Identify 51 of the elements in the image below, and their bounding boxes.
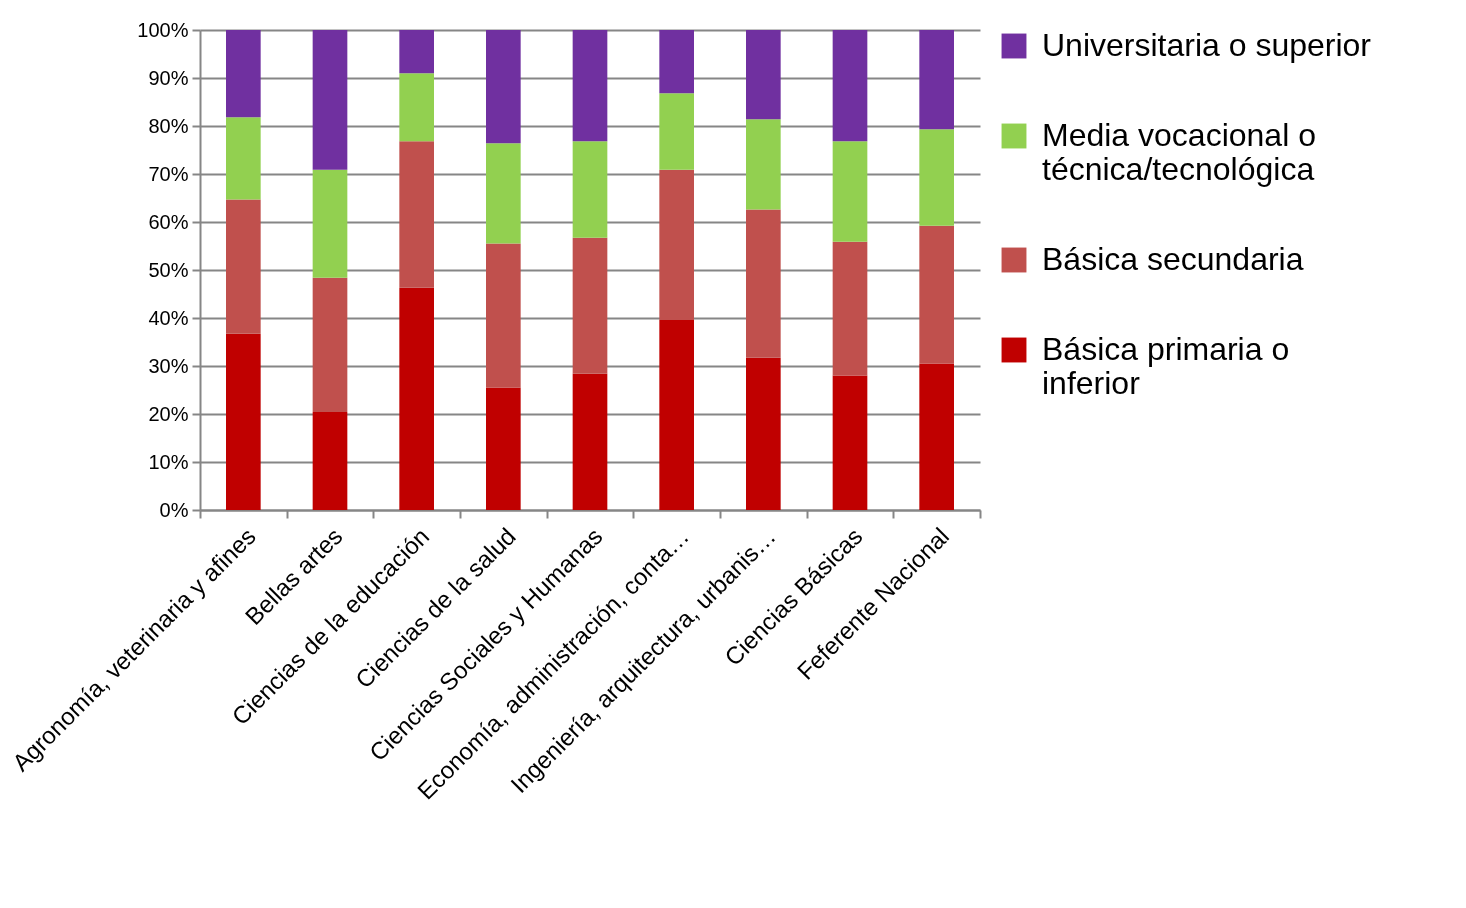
bar — [572, 30, 608, 142]
bar — [486, 387, 521, 510]
y-tick-label: 60% — [148, 210, 189, 233]
bar — [659, 319, 694, 510]
bar — [486, 243, 521, 388]
bar — [226, 30, 261, 118]
bar — [312, 30, 348, 170]
bar — [746, 119, 781, 210]
bar — [226, 333, 261, 510]
y-tick-label: 20% — [148, 402, 189, 425]
bar — [919, 225, 954, 364]
y-tick-label: 100% — [137, 18, 189, 41]
bar — [746, 209, 781, 358]
bar — [399, 30, 434, 74]
bar — [919, 129, 954, 226]
bar — [486, 30, 521, 144]
bar — [746, 30, 781, 120]
y-tick-label: 80% — [148, 114, 189, 137]
bar — [399, 73, 434, 142]
legend-label: Básica primaria o inferior — [1042, 331, 1290, 401]
bar — [399, 141, 434, 288]
bar — [572, 141, 608, 238]
bar — [659, 169, 694, 320]
legend-label: Universitaria o superior — [1042, 27, 1372, 63]
bar — [572, 373, 608, 510]
legend-label: Media vocacional o técnica/tecnológica — [1042, 117, 1316, 187]
bar — [832, 30, 868, 142]
y-tick-label: 50% — [148, 258, 189, 281]
y-tick-label: 0% — [159, 498, 189, 521]
bar — [226, 117, 261, 200]
bar — [919, 30, 954, 130]
y-tick-label: 30% — [148, 354, 189, 377]
bar — [486, 143, 521, 244]
legend-label: Básica secundaria — [1042, 241, 1304, 277]
bar — [572, 237, 608, 374]
bar — [659, 93, 694, 170]
bar — [832, 141, 868, 242]
bar — [312, 412, 348, 510]
bar — [226, 199, 261, 334]
y-tick-label: 90% — [148, 66, 189, 89]
bar — [312, 169, 348, 278]
bar — [659, 30, 694, 94]
bar — [832, 241, 868, 376]
bar — [312, 277, 348, 413]
y-tick-label: 10% — [148, 450, 189, 473]
bar — [832, 375, 868, 510]
y-tick-label: 40% — [148, 306, 189, 329]
y-tick-label: 70% — [148, 162, 189, 185]
bar — [399, 287, 434, 510]
bar — [746, 357, 781, 510]
bar — [919, 363, 954, 510]
